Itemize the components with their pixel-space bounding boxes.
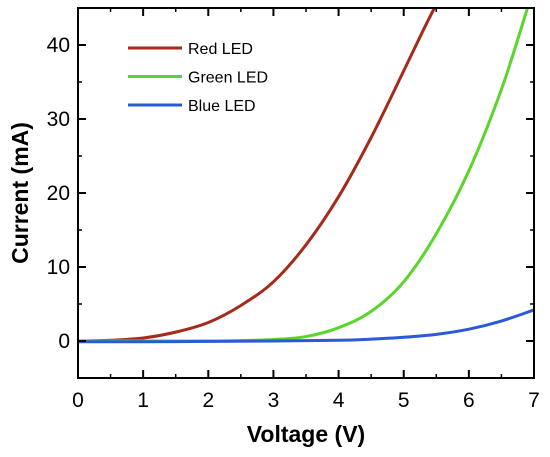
- x-axis-title: Voltage (V): [247, 421, 365, 447]
- legend-label: Red LED: [188, 41, 253, 58]
- x-tick-label: 1: [137, 389, 149, 412]
- x-tick-label: 4: [333, 389, 345, 412]
- x-tick-label: 3: [268, 389, 280, 412]
- legend-label: Green LED: [188, 70, 268, 87]
- y-tick-label: 20: [47, 182, 70, 205]
- legend: Red LED Green LED Blue LED: [128, 41, 268, 115]
- y-tick-label: 0: [58, 330, 70, 353]
- ticks-layer: 0 1 2 3 4 5 6 7 0 10 20 30 40: [47, 8, 540, 412]
- plot-frame: [77, 7, 535, 379]
- series-line-green-led: [78, 8, 529, 343]
- legend-label: Blue LED: [188, 98, 256, 115]
- y-axis-title: Current (mA): [7, 122, 33, 264]
- y-tick-label: 30: [47, 108, 70, 131]
- x-tick-label: 2: [202, 389, 214, 412]
- series-line-red-led: [78, 8, 437, 343]
- y-tick-label: 40: [47, 34, 70, 57]
- y-tick-label: 10: [47, 256, 70, 279]
- x-tick-label: 5: [398, 389, 410, 412]
- x-tick-label: 0: [72, 389, 84, 412]
- x-tick-label: 6: [463, 389, 475, 412]
- series-layer: [78, 8, 534, 344]
- series-line-blue-led: [78, 308, 534, 344]
- x-tick-label: 7: [528, 389, 540, 412]
